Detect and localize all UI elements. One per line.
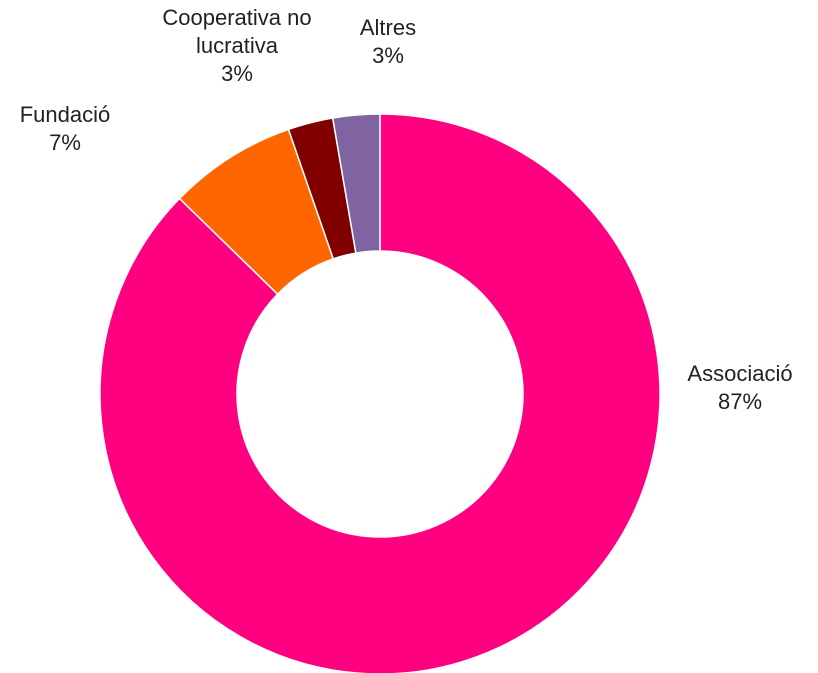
slice-percent: 7%: [49, 130, 81, 155]
slice-label-associaci: Associació 87%: [687, 361, 792, 414]
slice-name: Altres: [360, 15, 416, 40]
slice-percent: 3%: [221, 61, 253, 86]
slice-percent: 3%: [372, 43, 404, 68]
slice-label-fundaci: Fundació 7%: [20, 102, 111, 155]
slice-name: Associació: [687, 361, 792, 386]
slice-labels: Associació 87% Fundació 7% Cooperativa no luc…: [20, 5, 793, 414]
slice-label-cooperativa-no-lucrativa: Cooperativa no lucrativa 3%: [162, 5, 311, 86]
slice-name: Fundació: [20, 102, 111, 127]
slice-label-altres: Altres 3%: [360, 15, 416, 68]
donut-slices: [99, 113, 661, 673]
slice-percent: 87%: [718, 389, 762, 414]
slice-name: lucrativa: [196, 33, 279, 58]
slice-altres: [331, 113, 381, 254]
slice-associaci: [99, 113, 661, 673]
slice-name: Cooperativa no: [162, 5, 311, 30]
